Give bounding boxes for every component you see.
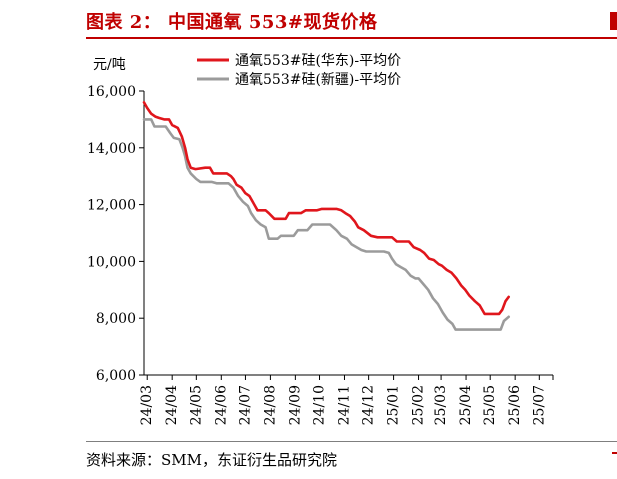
x-tick-label: 24/11: [336, 385, 352, 425]
y-tick-label: 12,000: [87, 198, 136, 214]
axes: 6,000 8,000 10,000 12,000 14,000 16,000 元/吨 24/…: [87, 57, 554, 425]
title-rule: [86, 37, 617, 39]
x-tick-label: 24/09: [287, 385, 303, 425]
x-tick-label: 24/07: [237, 385, 253, 425]
legend-label-2: 通氧553#硅(新疆)-平均价: [235, 72, 401, 88]
edge-mark-bottom: [612, 452, 617, 454]
x-tick-label: 24/08: [262, 385, 278, 425]
y-axis-unit-label: 元/吨: [93, 57, 126, 73]
x-tick-label: 25/02: [411, 385, 427, 425]
y-tick-label: 10,000: [87, 254, 136, 270]
x-tick-label: 25/01: [386, 385, 402, 425]
x-tick-label: 25/03: [433, 385, 449, 425]
source-rule: [86, 441, 617, 442]
x-tick-label: 24/04: [164, 385, 180, 425]
figure-title: 图表 2： 中国通氧 553#现货价格: [86, 12, 378, 33]
x-tick-label: 24/12: [361, 385, 377, 425]
x-tick-label: 24/10: [312, 385, 328, 425]
series-line-1: [142, 101, 511, 316]
series-line-2: [142, 118, 511, 331]
legend-label-1: 通氧553#硅(华东)-平均价: [235, 53, 401, 69]
source-note: 资料来源：SMM，东证衍生品研究院: [86, 451, 337, 469]
x-tick-label: 24/05: [188, 385, 204, 425]
line-chart: 6,000 8,000 10,000 12,000 14,000 16,000 元/吨 24/…: [87, 53, 554, 425]
x-tick-label: 24/06: [213, 385, 229, 425]
x-tick-label: 25/06: [507, 385, 523, 425]
y-tick-label: 16,000: [87, 84, 136, 100]
y-tick-label: 8,000: [96, 311, 136, 327]
y-tick-label: 14,000: [87, 141, 136, 157]
series-lines: [142, 101, 511, 331]
x-tick-label: 25/05: [482, 385, 498, 425]
x-tick-label: 25/07: [531, 385, 547, 425]
y-tick-label: 6,000: [96, 368, 136, 384]
x-tick-label: 25/04: [458, 385, 474, 425]
x-tick-label: 24/03: [139, 385, 155, 425]
edge-mark-top: [610, 12, 617, 30]
